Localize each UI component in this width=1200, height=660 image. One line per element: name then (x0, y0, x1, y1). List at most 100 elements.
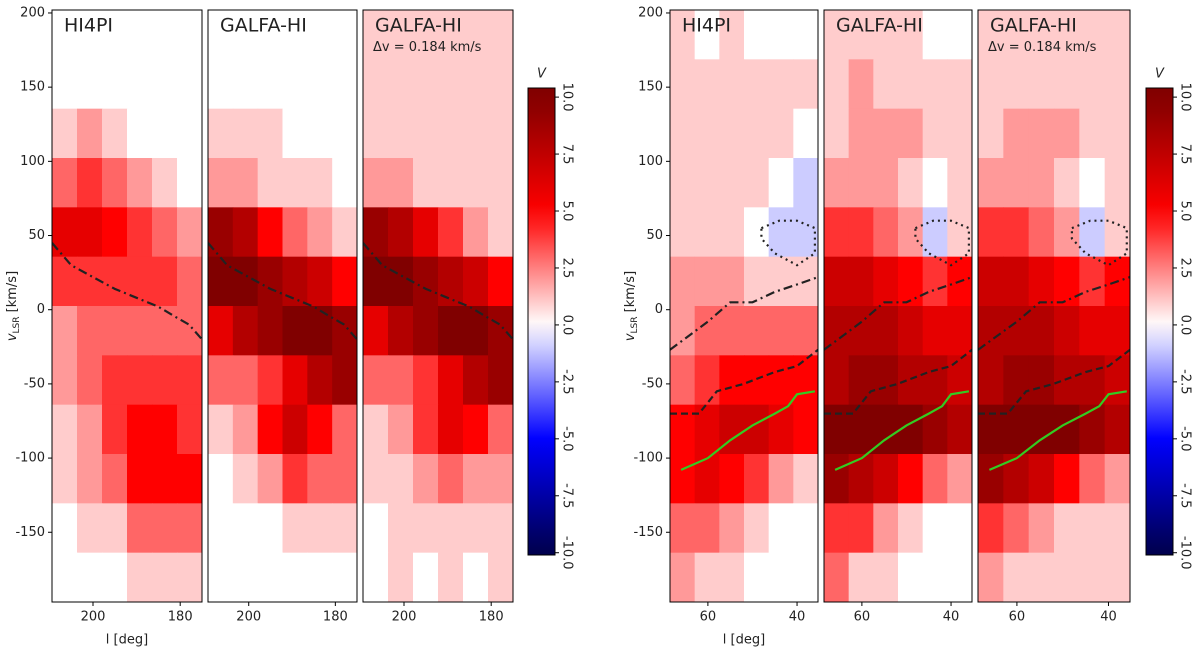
heat-cell (307, 503, 333, 554)
heat-cell (208, 404, 234, 455)
heat-cell (793, 355, 818, 406)
panel-title: GALFA-HI (990, 15, 1077, 37)
heat-cell (52, 158, 78, 208)
heat-cell (1003, 10, 1030, 60)
heat-cell (947, 306, 972, 356)
heat-cell (363, 59, 389, 110)
x-tick-label: 40 (943, 610, 960, 625)
heat-cell (257, 404, 283, 455)
heat-cell (177, 404, 202, 455)
heat-cell (670, 158, 696, 208)
heat-cell (1079, 59, 1106, 110)
heat-cell (670, 108, 696, 159)
colorbar-tick-label: 10.0 (560, 83, 575, 112)
heat-cell (1028, 503, 1055, 554)
y-axis-label: vLSR [km/s] (5, 271, 22, 341)
heat-cell (793, 59, 818, 110)
heat-cell (978, 59, 1004, 110)
heat-cell (388, 404, 414, 455)
heat-cell (848, 355, 874, 406)
y-label-sub: LSR (12, 316, 22, 333)
heat-cell (719, 454, 745, 504)
heat-cell (282, 108, 308, 159)
heat-cell (77, 108, 103, 159)
heat-cell (670, 503, 696, 554)
heat-cell (719, 306, 745, 356)
heat-cell (388, 355, 414, 406)
y-tick-label: 50 (646, 228, 663, 243)
heat-cell (152, 256, 178, 307)
heat-cell (463, 552, 489, 602)
heat-cell (332, 355, 357, 406)
heat-cell (152, 158, 178, 208)
heat-cell (824, 404, 850, 455)
y-tick-label: -50 (24, 376, 45, 391)
heat-cell (208, 59, 234, 110)
heat-cell (848, 158, 874, 208)
heat-cell (873, 503, 899, 554)
colorbar-tick-label: 7.5 (560, 144, 575, 165)
heat-cell (719, 207, 745, 258)
heat-cell (413, 256, 439, 307)
heat-cell (363, 306, 389, 356)
heat-cell (232, 306, 259, 356)
heat-cell (848, 207, 874, 258)
heat-cell (873, 10, 899, 60)
panel-frame (207, 9, 358, 603)
heat-cell (438, 158, 464, 208)
heat-cell (232, 355, 259, 406)
heat-cell (1104, 355, 1130, 406)
x-tick-label: 60 (1009, 610, 1026, 625)
heat-cell (177, 158, 202, 208)
y-tick-label: -100 (633, 451, 663, 466)
heat-cell (307, 10, 333, 60)
heat-cell (488, 59, 513, 110)
heat-cell (77, 355, 103, 406)
heat-cell (282, 207, 308, 258)
heat-cell (947, 404, 972, 455)
heat-cell (232, 158, 259, 208)
y-tick-label: 200 (20, 5, 45, 20)
heat-cell (177, 207, 202, 258)
heat-cell (1079, 108, 1106, 159)
heat-cell (52, 108, 78, 159)
overlay-line (988, 390, 1127, 471)
heat-cell (1054, 108, 1080, 159)
heat-cell (978, 355, 1004, 406)
heat-cell (922, 355, 948, 406)
heat-cell (77, 207, 103, 258)
y-tick-label: 200 (638, 5, 663, 20)
heat-cell (388, 552, 414, 602)
heat-cell (824, 454, 850, 504)
overlay-line (208, 242, 357, 341)
panel-title: HI4PI (64, 15, 113, 37)
heat-cell (102, 256, 128, 307)
heat-cell (257, 158, 283, 208)
heat-cell (873, 355, 899, 406)
heat-cell (463, 10, 489, 60)
heat-cell (388, 306, 414, 356)
heat-cell (824, 108, 850, 159)
panel-title: GALFA-HI (836, 15, 923, 37)
heat-cell (332, 404, 357, 455)
colorbar-tick-label: -2.5 (1178, 369, 1193, 394)
heat-cell (413, 355, 439, 406)
heat-cell (744, 306, 770, 356)
heat-cell (793, 552, 818, 602)
heat-cell (413, 108, 439, 159)
heat-cell (363, 10, 389, 60)
heat-cell (719, 552, 745, 602)
heat-cell (463, 503, 489, 554)
heat-cell (332, 59, 357, 110)
heat-cell (102, 404, 128, 455)
heat-cell (413, 306, 439, 356)
heat-cell (438, 552, 464, 602)
heat-cell (177, 355, 202, 406)
overlay-line (834, 390, 970, 471)
heat-cell (694, 108, 720, 159)
x-tick-label: 180 (479, 610, 504, 625)
heat-cell (152, 454, 178, 504)
colorbar-tick-label: 2.5 (1178, 258, 1193, 279)
heat-cell (768, 306, 794, 356)
heat-cell (1054, 454, 1080, 504)
